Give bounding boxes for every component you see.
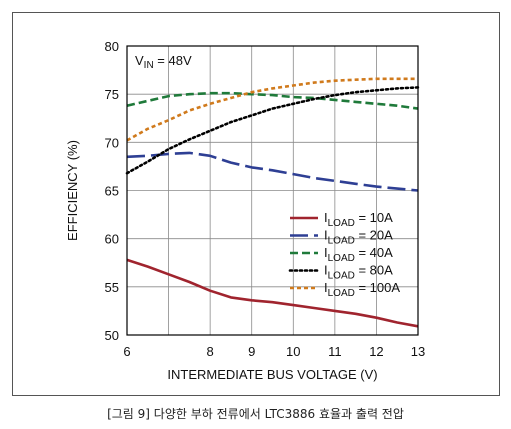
x-tick-label: 13 bbox=[411, 344, 425, 359]
legend-label-20A: ILOAD = 20A bbox=[324, 228, 393, 247]
y-axis-title: EFFICIENCY (%) bbox=[65, 140, 80, 241]
series-line-80A bbox=[125, 86, 420, 175]
legend-label-100A: ILOAD = 100A bbox=[324, 280, 400, 299]
figure-caption: [그림 9] 다양한 부하 전류에서 LTC3886 효율과 출력 전압 bbox=[107, 407, 404, 421]
x-axis-title: INTERMEDIATE BUS VOLTAGE (V) bbox=[167, 367, 377, 382]
vin-annotation-suffix: = 48V bbox=[154, 53, 192, 68]
x-tick-label: 6 bbox=[123, 344, 130, 359]
x-tick-label: 8 bbox=[207, 344, 214, 359]
series-line-100A bbox=[126, 77, 418, 142]
y-tick-label: 75 bbox=[105, 87, 119, 102]
tick-labels: 6 8 9 10 11 12 13 50 55 60 65 70 75 80 bbox=[105, 39, 426, 359]
series-lines bbox=[125, 77, 420, 328]
series-line-10A bbox=[126, 258, 419, 328]
plot-border bbox=[126, 45, 419, 336]
y-tick-label: 70 bbox=[105, 135, 119, 150]
x-tick-label: 10 bbox=[286, 344, 300, 359]
legend-label-80A: ILOAD = 80A bbox=[324, 263, 393, 282]
y-tick-label: 50 bbox=[105, 328, 119, 343]
vin-annotation: VIN = 48V bbox=[135, 53, 192, 71]
y-tick-label: 60 bbox=[105, 232, 119, 247]
series-line-40A bbox=[126, 91, 419, 110]
x-tick-label: 12 bbox=[369, 344, 383, 359]
x-tick-label: 9 bbox=[248, 344, 255, 359]
legend-label-10A: ILOAD = 10A bbox=[324, 210, 393, 229]
vin-annotation-prefix: V bbox=[135, 53, 144, 68]
legend-label-40A: ILOAD = 40A bbox=[324, 245, 393, 264]
chart-frame bbox=[12, 12, 500, 396]
y-tick-label: 80 bbox=[105, 39, 119, 54]
y-tick-label: 55 bbox=[105, 280, 119, 295]
x-tick-label: 11 bbox=[328, 344, 342, 359]
series-line-20A bbox=[126, 151, 419, 192]
y-tick-label: 65 bbox=[105, 184, 119, 199]
vin-annotation-subscript: IN bbox=[144, 60, 154, 71]
